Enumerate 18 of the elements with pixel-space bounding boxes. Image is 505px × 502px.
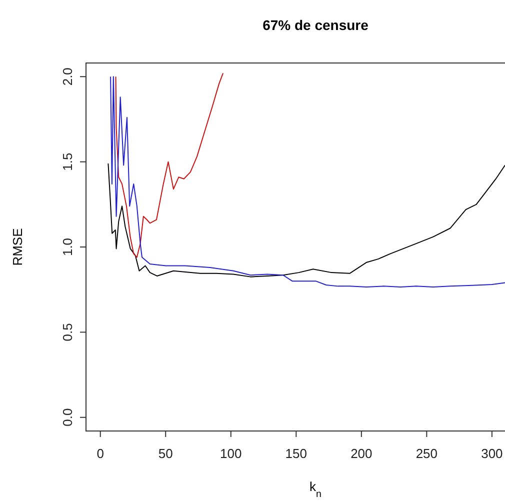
x-tick-label: 100: [220, 446, 242, 461]
x-tick-label: 0: [96, 446, 104, 461]
y-tick-label: 0.0: [60, 408, 75, 426]
x-tick-label: 200: [350, 446, 372, 461]
x-tick-label: 50: [158, 446, 173, 461]
line-series: [108, 163, 505, 278]
x-tick-label: 300: [481, 446, 503, 461]
line-series: [110, 76, 505, 288]
x-tick-label: 250: [416, 446, 438, 461]
y-tick-label: 0.5: [60, 323, 75, 342]
chart-title: 67% de censure: [262, 17, 369, 33]
y-tick-label: 2.0: [60, 68, 75, 86]
x-axis-title: k$_{n}$: [310, 479, 322, 500]
y-tick-label: 1.0: [60, 238, 75, 256]
line-series: [115, 72, 224, 258]
y-tick-label: 1.5: [60, 152, 75, 171]
x-tick-label: 150: [285, 446, 308, 461]
y-axis-title: RMSE: [10, 228, 25, 266]
